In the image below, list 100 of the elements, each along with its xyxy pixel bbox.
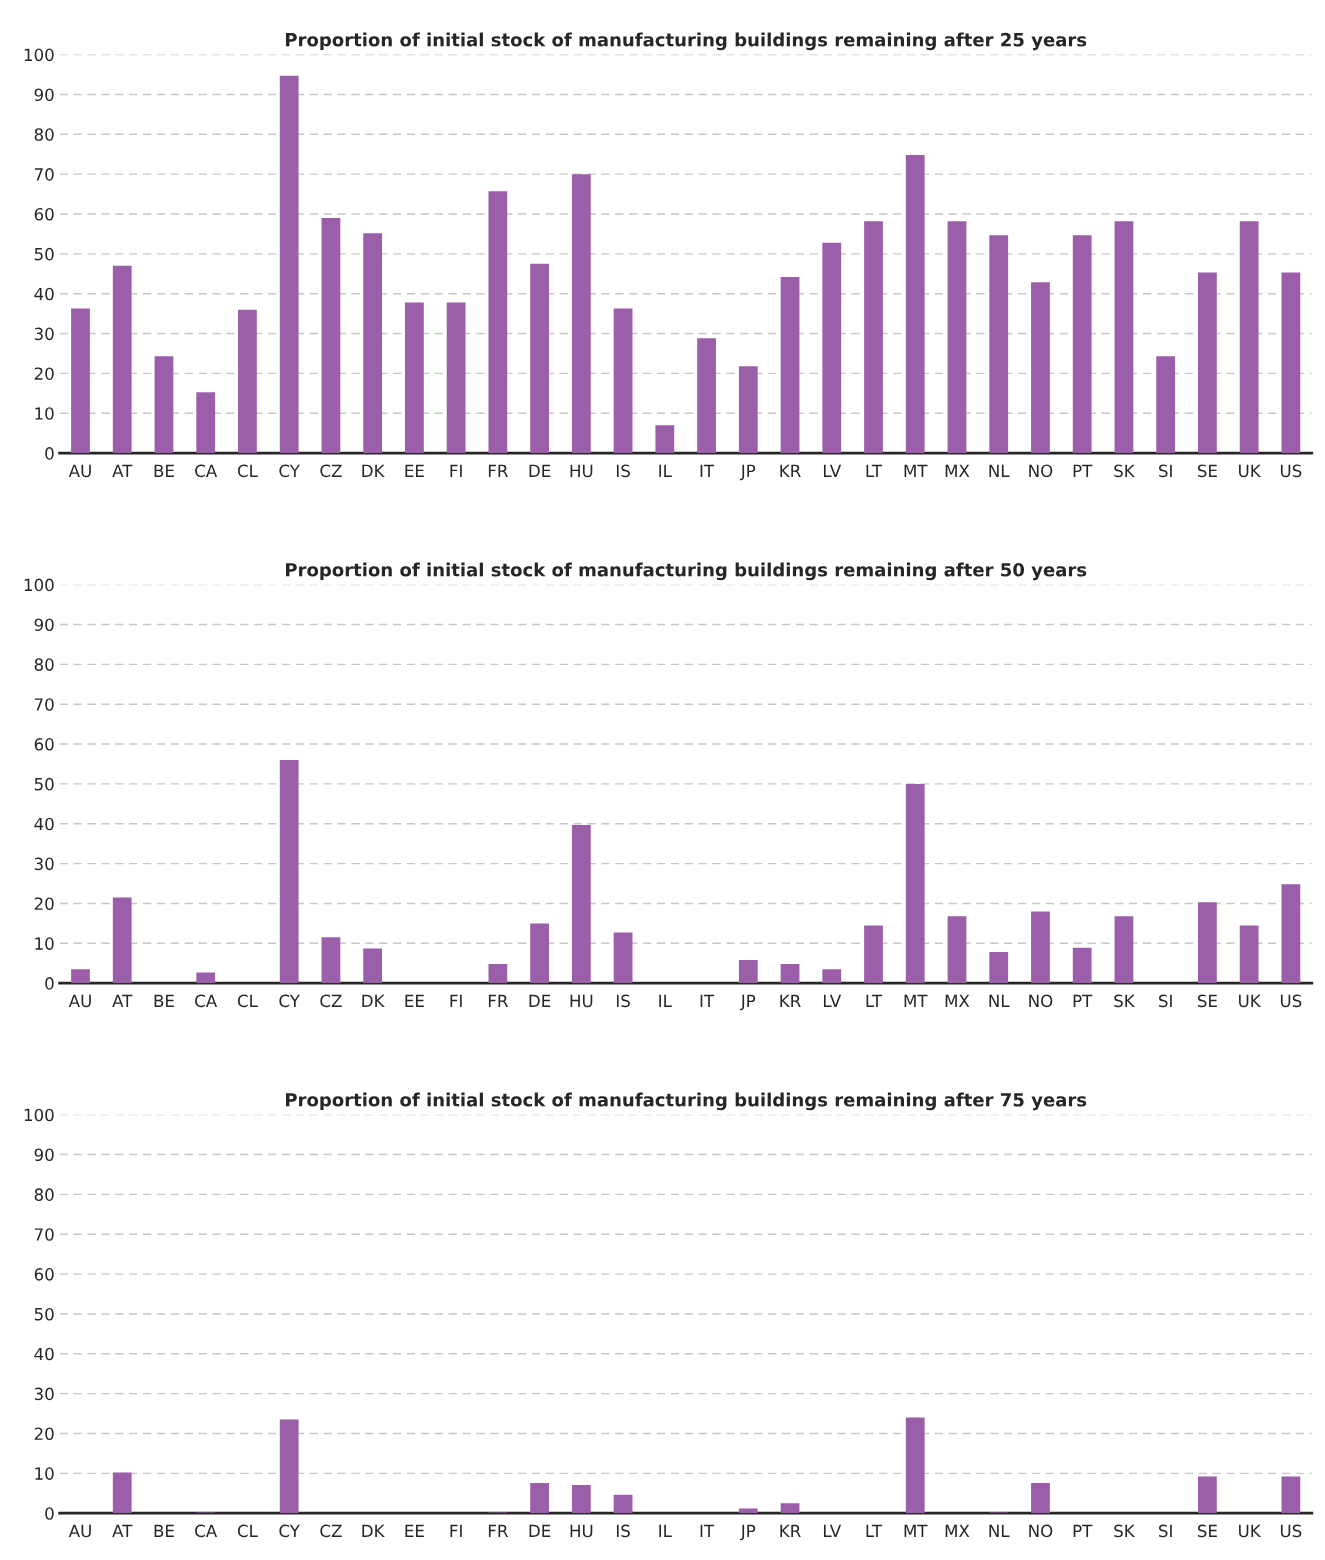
x-tick-label: FI — [450, 994, 462, 1007]
x-tick-label: IL — [659, 464, 672, 477]
y-tick-label: 80 — [34, 658, 54, 671]
x-tick-label: IT — [700, 994, 715, 1007]
y-tick-label: 40 — [34, 1347, 54, 1361]
x-tick-label: CZ — [320, 464, 342, 478]
x-tick-label: DK — [362, 994, 385, 1007]
x-tick-label: FR — [488, 464, 508, 477]
x-tick-label: CL — [237, 1524, 258, 1538]
x-tick-label: BE — [154, 464, 174, 477]
x-tick-label: HU — [570, 994, 593, 1008]
bar — [488, 191, 508, 454]
x-tick-label: JP — [739, 464, 756, 481]
bar — [1072, 947, 1092, 984]
x-tick-label: CL — [237, 994, 258, 1008]
y-tick-label: 10 — [35, 937, 54, 950]
bar — [112, 265, 132, 454]
bar — [947, 916, 967, 984]
x-tick-label: EE — [405, 464, 424, 477]
x-tick-label: MT — [904, 1524, 928, 1537]
y-tick-label: 0 — [45, 977, 54, 990]
x-tick-label: CZ — [320, 994, 342, 1008]
x-tick-label: US — [1280, 1524, 1302, 1538]
y-tick-label: 30 — [34, 327, 54, 341]
x-tick-label: JP — [739, 1524, 756, 1541]
bar — [1198, 1476, 1217, 1514]
y-tick-label: 0 — [45, 447, 54, 460]
y-tick-label: 70 — [34, 698, 54, 711]
x-tick-label: SI — [1159, 994, 1172, 1008]
bar — [238, 309, 257, 454]
y-tick-label: 90 — [34, 1148, 54, 1162]
x-tick-label: UK — [1239, 464, 1262, 478]
bar — [1281, 884, 1301, 984]
x-tick-label: KR — [780, 464, 801, 477]
bar — [780, 964, 800, 984]
x-tick-label: IT — [700, 1524, 715, 1537]
x-tick-label: SE — [1197, 464, 1217, 478]
x-tick-label: CA — [195, 464, 218, 478]
x-tick-label: CA — [195, 1524, 218, 1538]
x-tick-label: CZ — [320, 1524, 342, 1538]
bar — [321, 937, 341, 984]
x-tick-label: EE — [405, 1524, 424, 1537]
bar — [279, 759, 299, 984]
x-tick-label: KR — [780, 994, 801, 1007]
x-tick-label: LT — [866, 1524, 883, 1537]
y-tick-label: 100 — [24, 578, 54, 592]
x-tick-label: DE — [529, 1524, 551, 1537]
x-tick-label: BE — [154, 994, 174, 1007]
bar — [405, 302, 424, 454]
x-tick-label: UK — [1239, 1524, 1262, 1538]
bar — [196, 392, 216, 454]
chart-title: Proportion of initial stock of manufacturing buildings remaining after 50 years — [286, 562, 1087, 581]
bar — [1198, 272, 1217, 454]
bar — [947, 221, 967, 454]
bar — [321, 218, 341, 454]
x-tick-label: EE — [405, 994, 424, 1007]
bar — [1114, 916, 1134, 984]
bar — [112, 897, 132, 984]
x-tick-label: KR — [780, 1524, 801, 1537]
bar — [363, 948, 383, 984]
x-tick-label: BE — [154, 1524, 174, 1537]
x-tick-label: CY — [279, 1524, 300, 1538]
y-tick-label: 100 — [24, 1108, 54, 1122]
bar — [989, 952, 1009, 984]
bar — [738, 366, 758, 454]
x-tick-label: LT — [866, 994, 883, 1007]
x-tick-label: LV — [823, 464, 842, 477]
x-tick-label: NL — [989, 994, 1010, 1007]
x-tick-label: IL — [659, 1524, 672, 1537]
y-tick-label: 10 — [35, 407, 54, 420]
bar — [738, 1508, 758, 1514]
x-tick-label: UK — [1239, 994, 1262, 1008]
y-tick-label: 90 — [34, 88, 54, 102]
x-tick-label: SK — [1114, 1524, 1136, 1538]
y-tick-label: 90 — [34, 618, 54, 632]
y-tick-label: 40 — [34, 287, 54, 301]
x-tick-label: IS — [616, 994, 630, 1008]
x-tick-label: NO — [1029, 1524, 1053, 1538]
y-tick-label: 60 — [34, 1268, 54, 1281]
bar — [780, 276, 800, 454]
x-tick-label: HU — [570, 1524, 593, 1538]
bar — [71, 308, 90, 454]
y-tick-label: 50 — [34, 247, 54, 261]
bar — [613, 308, 633, 454]
x-tick-label: MX — [945, 464, 970, 477]
x-tick-label: SI — [1159, 1524, 1172, 1538]
x-tick-label: AT — [112, 1524, 133, 1537]
bar — [530, 923, 549, 984]
y-tick-label: 70 — [34, 1228, 54, 1241]
x-tick-label: SI — [1159, 464, 1172, 478]
x-tick-label: SE — [1197, 1524, 1217, 1538]
bar — [822, 969, 842, 984]
chart-title: Proportion of initial stock of manufacturing buildings remaining after 25 years — [286, 32, 1087, 51]
bar — [1198, 902, 1217, 984]
y-tick-label: 0 — [45, 1507, 54, 1520]
bar — [571, 1484, 591, 1514]
y-tick-label: 100 — [24, 48, 54, 62]
y-tick-label: 70 — [34, 168, 54, 181]
y-tick-label: 10 — [35, 1467, 54, 1480]
x-tick-label: NL — [989, 464, 1010, 477]
